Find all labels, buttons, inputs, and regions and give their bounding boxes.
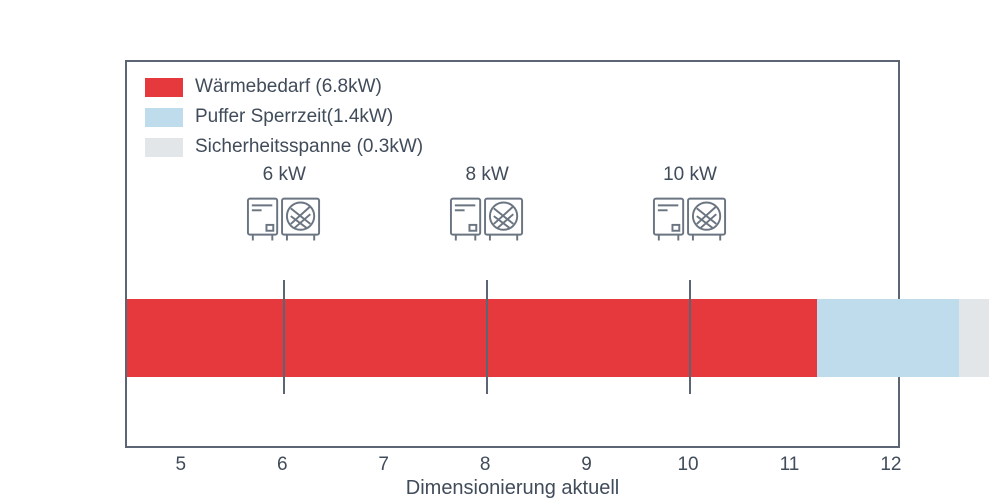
x-tick: 10 [677, 454, 699, 475]
bar-segment-puffer-sperrzeit [816, 299, 959, 377]
x-tick: 7 [378, 454, 389, 475]
heat-pump-icon [450, 197, 524, 241]
x-tick: 8 [479, 454, 491, 475]
marker-label: 6 kW [262, 164, 306, 185]
legend-label: Wärmebedarf (6.8kW) [195, 76, 382, 97]
legend-label: Puffer Sperrzeit(1.4kW) [195, 106, 394, 127]
marker-vline [689, 280, 692, 394]
x-tick: 5 [175, 454, 187, 475]
legend-swatch-red [145, 77, 183, 97]
legend-swatch-gray [145, 137, 183, 157]
legend-item-waermebedarf: Wärmebedarf (6.8kW) [145, 76, 423, 98]
bar-segment-waermebedarf [127, 299, 817, 377]
heat-pump-icon [653, 197, 727, 241]
marker-label: 8 kW [465, 164, 509, 185]
x-tick: 9 [581, 454, 592, 475]
x-tick: 12 [880, 454, 902, 475]
legend-label: Sicherheitsspanne (0.3kW) [195, 136, 424, 157]
plot-area: Wärmebedarf (6.8kW) Puffer Sperrzeit(1.4… [125, 60, 990, 448]
marker-label: 10 kW [663, 164, 717, 185]
heat-pump-icon [247, 197, 321, 241]
marker-vline [486, 280, 489, 394]
x-tick: 6 [276, 454, 288, 475]
marker-vline [283, 280, 286, 394]
bar-segment-sicherheitsspanne [958, 299, 990, 377]
legend-item-puffer: Puffer Sperrzeit(1.4kW) [145, 106, 423, 128]
legend-item-sicherheit: Sicherheitsspanne (0.3kW) [145, 136, 423, 158]
x-axis-label: Dimensionierung aktuell [405, 477, 620, 499]
x-tick: 11 [779, 454, 800, 475]
x-axis: 5 6 7 8 9 10 11 12 [125, 454, 902, 478]
legend: Wärmebedarf (6.8kW) Puffer Sperrzeit(1.4… [145, 76, 423, 166]
legend-swatch-blue [145, 107, 183, 127]
